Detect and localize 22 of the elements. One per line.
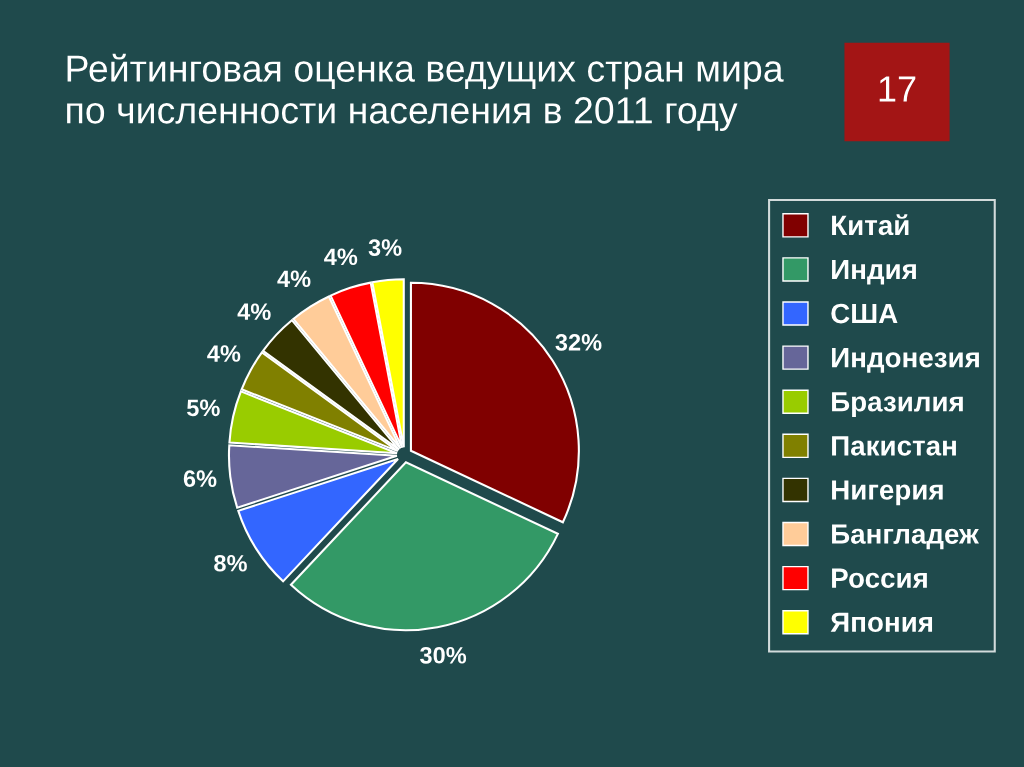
legend-label: Китай — [832, 214, 909, 236]
legend-label: Бангладеж — [832, 524, 979, 550]
legend-label: Пакистан — [832, 436, 956, 456]
chart-title: Рейтинговая оценка ведущих стран мира по численности населения в 2011 году — [67, 53, 784, 132]
legend-label: Япония — [830, 612, 933, 633]
data-label: 30% — [420, 646, 467, 664]
legend-label: США — [831, 303, 898, 324]
data-label: 3% — [368, 239, 402, 257]
legend-label: Индонезия — [832, 348, 979, 373]
text: 17 — [879, 76, 916, 102]
data-label: 6% — [183, 470, 217, 487]
data-label: 4% — [324, 248, 358, 266]
data-label: 4% — [237, 303, 271, 321]
data-label: 5% — [187, 399, 220, 417]
legend-label: Бразилия — [832, 392, 963, 418]
data-label: 32% — [555, 334, 602, 351]
data-label: 4% — [277, 270, 311, 288]
data-label: 8% — [214, 554, 247, 572]
legend-label: Россия — [832, 568, 927, 588]
data-label: 4% — [207, 345, 241, 362]
legend-label: Нигерия — [832, 480, 943, 506]
legend-label: Индия — [832, 259, 916, 285]
